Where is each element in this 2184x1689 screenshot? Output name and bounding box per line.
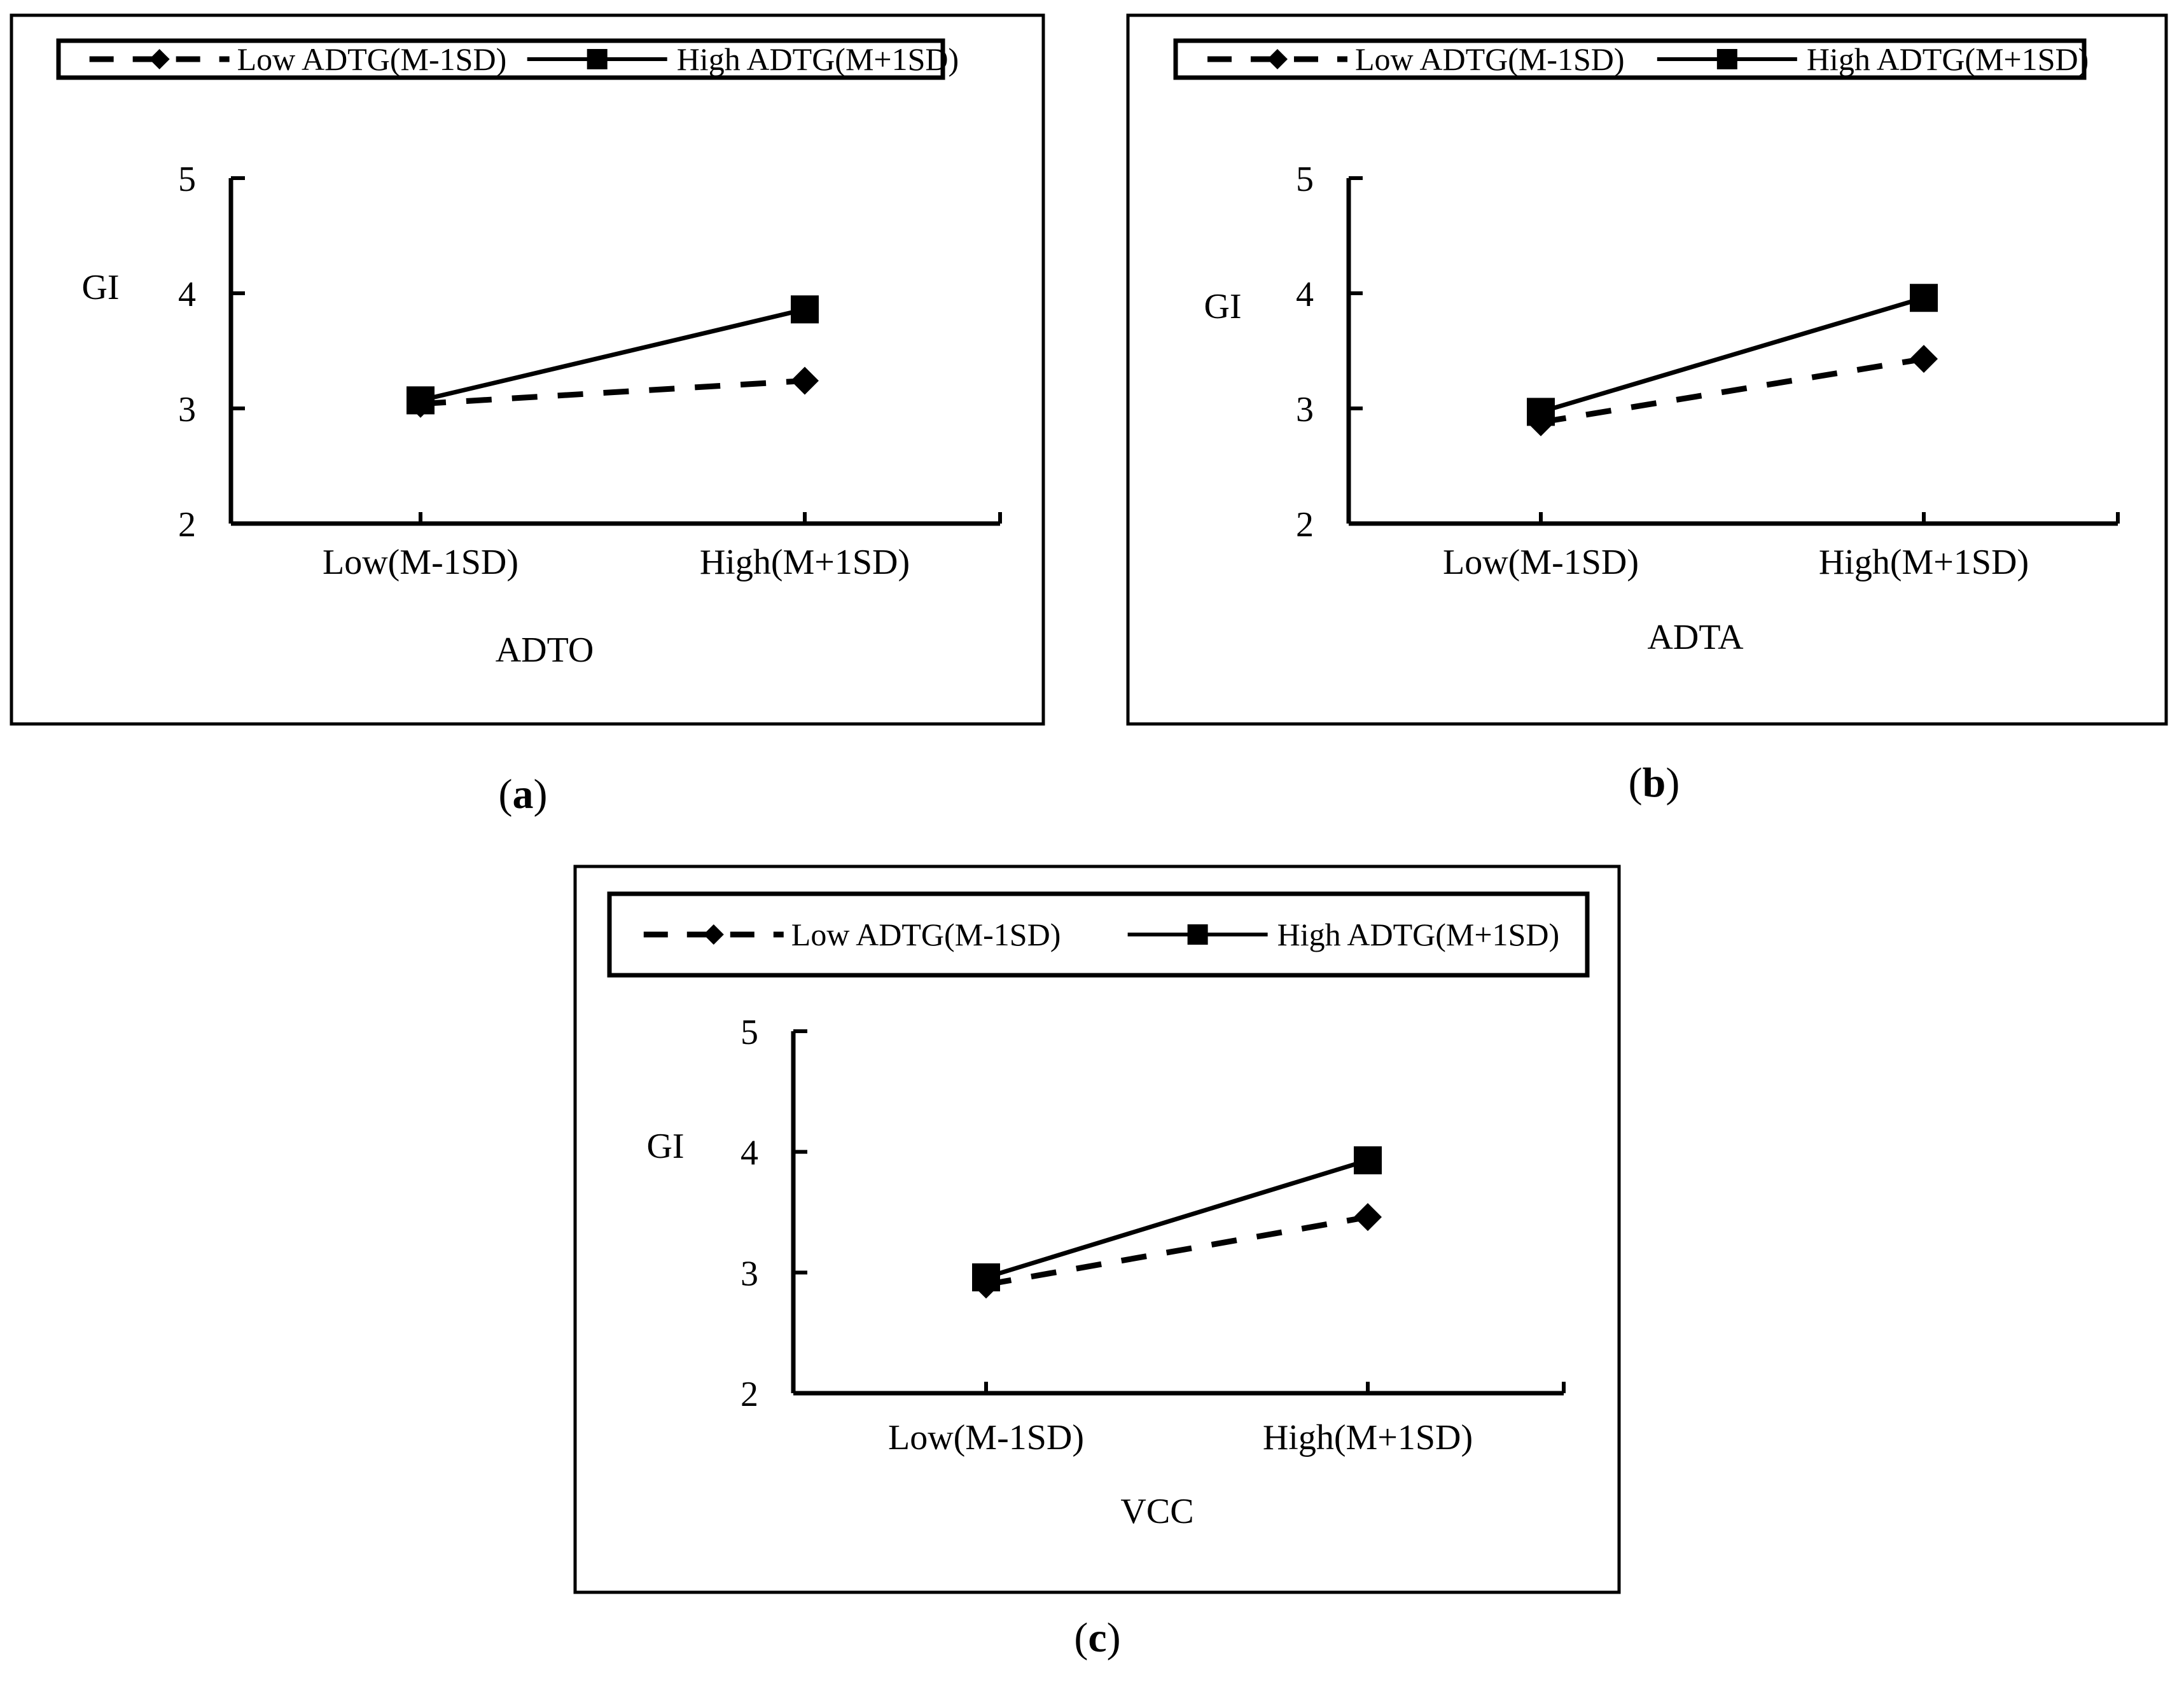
data-point-high-adtg-low: [1527, 398, 1555, 426]
legend-label-low-adtg: Low ADTG(M-1SD): [791, 917, 1061, 952]
panel-caption: (b): [1629, 760, 1680, 806]
x-tick-label: Low(M-1SD): [888, 1418, 1084, 1457]
data-point-high-adtg-low: [972, 1263, 1000, 1291]
x-tick-label: High(M+1SD): [700, 543, 910, 582]
series-line-high-adtg: [420, 307, 805, 403]
y-tick-label: 4: [178, 275, 196, 314]
panel-frame: [573, 865, 1621, 1594]
legend-label-high-adtg: High ADTG(M+1SD): [1277, 917, 1559, 952]
data-point-high-adtg-high: [791, 295, 819, 324]
panel-caption: (c): [1074, 1615, 1120, 1661]
y-tick-label: 2: [741, 1375, 758, 1414]
y-tick-label: 3: [1296, 390, 1314, 429]
data-point-low-adtg-high: [1910, 345, 1938, 373]
data-point-low-adtg-high: [1354, 1203, 1382, 1232]
x-tick-label: High(M+1SD): [1819, 543, 2029, 582]
series-line-low-adtg: [985, 1214, 1368, 1288]
y-axis-title: GI: [646, 1127, 684, 1166]
y-tick-label: 5: [741, 1013, 758, 1052]
series-line-high-adtg: [1540, 295, 1924, 414]
y-tick-label: 5: [1296, 160, 1314, 199]
y-tick-label: 4: [741, 1134, 758, 1173]
legend-box: [607, 891, 1590, 978]
data-point-high-adtg-high: [1354, 1146, 1382, 1174]
x-axis-title: ADTO: [496, 630, 594, 670]
legend-label-high-adtg: High ADTG(M+1SD): [1807, 41, 2089, 77]
x-tick-label: Low(M-1SD): [1443, 543, 1639, 582]
chart-panel-c: Low ADTG(M-1SD) High ADTG(M+1SD) 2 3 4 5 Low(M…: [573, 865, 1621, 1661]
chart-panel-a: Low ADTG(M-1SD) High ADTG(M+1SD) 2 3 4 5 Low(M…: [10, 13, 1045, 817]
y-tick-label: 3: [741, 1254, 758, 1293]
legend-box: [1173, 38, 2087, 80]
data-point-low-adtg-high: [791, 366, 819, 395]
legend-diamond-marker: [149, 49, 170, 69]
legend-diamond-marker: [1267, 49, 1288, 69]
legend-square-marker: [1187, 924, 1208, 945]
data-point-high-adtg-high: [1910, 284, 1938, 312]
x-tick-label: High(M+1SD): [1263, 1418, 1473, 1457]
legend-square-marker: [1716, 49, 1737, 69]
x-axis-title: VCC: [1120, 1492, 1193, 1531]
legend-square-marker: [587, 49, 608, 69]
x-axis-title: ADTA: [1647, 618, 1744, 657]
y-axis-title: GI: [1204, 287, 1241, 326]
legend-label-low-adtg: Low ADTG(M-1SD): [237, 41, 507, 77]
legend-diamond-marker: [703, 924, 724, 945]
series-line-low-adtg: [420, 378, 805, 407]
y-axis-title: GI: [81, 268, 119, 307]
y-tick-label: 2: [178, 505, 196, 545]
y-tick-label: 3: [178, 390, 196, 429]
panel-caption: (a): [499, 771, 548, 817]
y-tick-label: 5: [178, 160, 196, 199]
x-tick-label: Low(M-1SD): [323, 543, 518, 582]
legend-box: [56, 38, 945, 80]
legend-label-high-adtg: High ADTG(M+1SD): [677, 41, 959, 77]
chart-panel-b: Low ADTG(M-1SD) High ADTG(M+1SD) 2 3 4 5 Low(M…: [1126, 13, 2168, 806]
panel-frame: [1126, 13, 2168, 726]
y-tick-label: 4: [1296, 275, 1314, 314]
y-tick-label: 2: [1296, 505, 1314, 545]
panel-frame: [10, 13, 1045, 726]
series-line-high-adtg: [985, 1158, 1369, 1280]
legend-label-low-adtg: Low ADTG(M-1SD): [1355, 41, 1625, 77]
data-point-high-adtg-low: [407, 386, 435, 415]
series-line-low-adtg: [1540, 356, 1924, 426]
